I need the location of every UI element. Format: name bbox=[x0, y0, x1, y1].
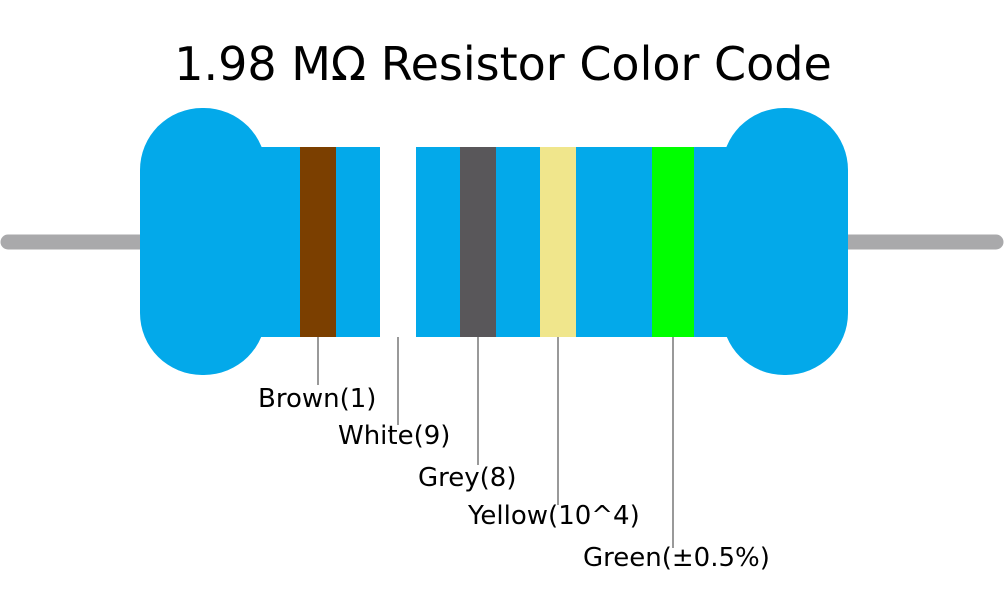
color-band bbox=[380, 147, 416, 337]
band-label: White(9) bbox=[338, 421, 450, 451]
color-band bbox=[540, 147, 576, 337]
color-band bbox=[300, 147, 336, 337]
band-label: Yellow(10^4) bbox=[467, 501, 640, 531]
color-band bbox=[652, 147, 694, 337]
color-band bbox=[460, 147, 496, 337]
band-label: Grey(8) bbox=[418, 463, 516, 493]
band-label: Brown(1) bbox=[258, 384, 376, 414]
left-cap bbox=[140, 108, 266, 375]
title: 1.98 MΩ Resistor Color Code bbox=[174, 37, 832, 91]
band-label: Green(±0.5%) bbox=[583, 543, 770, 573]
right-cap bbox=[722, 108, 848, 375]
bands: Brown(1) White(9) Grey(8) Yellow(10^4) Green… bbox=[258, 147, 770, 573]
